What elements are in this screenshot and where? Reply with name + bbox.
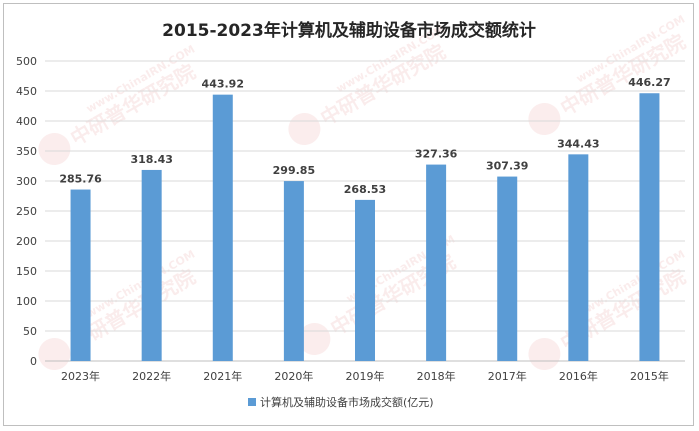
watermark-logo-icon bbox=[38, 133, 71, 165]
x-tick-label: 2018年 bbox=[417, 369, 456, 383]
y-tick-label: 100 bbox=[16, 295, 37, 308]
data-label: 307.39 bbox=[486, 160, 528, 173]
watermark-logo-icon bbox=[528, 103, 561, 135]
bar bbox=[426, 164, 447, 361]
bar bbox=[212, 94, 233, 361]
y-tick-label: 50 bbox=[23, 325, 37, 338]
y-tick-label: 350 bbox=[16, 145, 37, 158]
x-tick-label: 2021年 bbox=[203, 369, 242, 383]
data-label: 327.36 bbox=[415, 148, 458, 161]
y-tick-label: 450 bbox=[16, 85, 37, 98]
y-tick-label: 300 bbox=[16, 175, 37, 188]
x-tick-label: 2019年 bbox=[346, 369, 385, 383]
bar bbox=[639, 93, 660, 361]
watermark-logo-icon bbox=[38, 338, 71, 370]
data-labels: 285.76 318.43 443.92 299.85 268.53 327.36 307.… bbox=[59, 76, 670, 196]
legend-label: 计算机及辅助设备市场成交额(亿元) bbox=[260, 395, 434, 409]
y-tick-label: 250 bbox=[16, 205, 37, 218]
bar bbox=[70, 189, 91, 361]
legend-swatch bbox=[248, 398, 256, 406]
y-tick-label: 150 bbox=[16, 265, 37, 278]
x-tick-label: 2016年 bbox=[559, 369, 598, 383]
bar bbox=[497, 176, 518, 361]
y-tick-label: 0 bbox=[30, 355, 37, 368]
data-label: 285.76 bbox=[59, 173, 102, 186]
chart-title: 2015-2023年计算机及辅助设备市场成交额统计 bbox=[162, 20, 536, 41]
x-tick-label: 2022年 bbox=[132, 369, 171, 383]
x-axis: 2023年 2022年 2021年 2020年 2019年 2018年 2017年 2016年… bbox=[61, 369, 669, 383]
y-tick-label: 400 bbox=[16, 115, 37, 128]
legend: 计算机及辅助设备市场成交额(亿元) bbox=[248, 395, 434, 409]
bar bbox=[283, 181, 304, 361]
x-tick-label: 2020年 bbox=[274, 369, 313, 383]
x-tick-label: 2015年 bbox=[630, 369, 669, 383]
y-axis: 0 50 100 150 200 250 300 350 400 450 500 bbox=[16, 55, 37, 368]
bar bbox=[568, 154, 589, 361]
data-label: 268.53 bbox=[344, 183, 386, 196]
data-label: 299.85 bbox=[273, 164, 315, 177]
watermark-logo-icon bbox=[528, 338, 561, 370]
bar-series bbox=[70, 93, 660, 361]
y-tick-label: 200 bbox=[16, 235, 37, 248]
bar bbox=[355, 199, 375, 361]
data-label: 344.43 bbox=[557, 137, 599, 150]
data-label: 443.92 bbox=[202, 78, 244, 91]
x-tick-label: 2023年 bbox=[61, 369, 100, 383]
data-label: 446.27 bbox=[628, 76, 670, 89]
data-label: 318.43 bbox=[130, 153, 172, 166]
x-tick-label: 2017年 bbox=[488, 369, 527, 383]
bar bbox=[141, 169, 162, 361]
y-tick-label: 500 bbox=[16, 55, 37, 68]
